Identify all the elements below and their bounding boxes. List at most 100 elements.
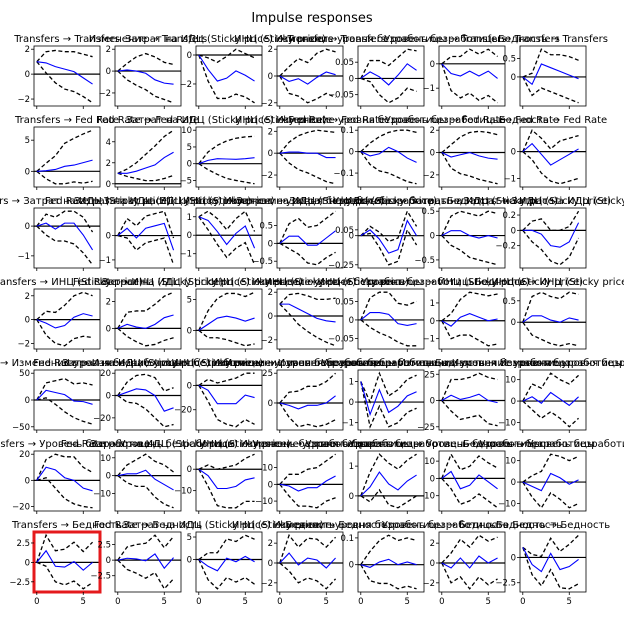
lower-band-line xyxy=(36,561,93,590)
upper-band-line xyxy=(279,292,336,305)
lower-band-line xyxy=(522,481,579,509)
y-tick-label: 0.05 xyxy=(335,297,354,307)
panel-frame xyxy=(357,126,425,188)
y-tick-label: 1 xyxy=(187,213,192,223)
panel-plot-area xyxy=(277,48,343,104)
panel-frame xyxy=(519,531,587,593)
panel-frame xyxy=(114,126,182,188)
y-tick-label: 0 xyxy=(511,397,516,407)
irf-line xyxy=(441,470,498,490)
y-tick-label: −10 xyxy=(93,490,111,500)
panel-frame xyxy=(438,288,506,350)
panel-title: ИНЦ (Sticky price) → Бедность xyxy=(232,520,388,531)
upper-band-line xyxy=(441,534,498,564)
y-tick-label: 2 xyxy=(430,126,435,136)
panel-plot-area xyxy=(34,49,100,104)
panel-title: Изменение уровня безработицы → Затрат на… xyxy=(224,196,558,207)
irf-panel-r1-c3: ИНЦ (Sticky price) → Fed Rate −2 0 2 xyxy=(235,115,385,190)
panel-frame xyxy=(519,207,587,269)
lower-band-line xyxy=(279,562,337,590)
irf-line xyxy=(279,230,336,246)
irf-line xyxy=(360,471,417,497)
panel-title: Изменение уровня безработицы → Бедность xyxy=(273,520,509,531)
panel-frame xyxy=(519,45,587,107)
panel-plot-area xyxy=(439,372,505,427)
upper-band-line xyxy=(36,210,94,233)
panel-title: Бедность → Transfers xyxy=(498,34,608,45)
upper-band-line xyxy=(441,48,498,65)
y-tick-label: −2.5 xyxy=(9,578,30,588)
y-tick-label: −1 xyxy=(503,174,516,184)
y-tick-label: −0.05 xyxy=(328,334,354,344)
irf-panel-r1-c6: Бедность → Fed Rate −1 0 xyxy=(499,115,607,190)
irf-line xyxy=(117,151,174,174)
irf-line xyxy=(522,142,579,166)
panel-plot-area xyxy=(520,291,586,347)
irf-line xyxy=(522,547,579,573)
x-tick-label: 0 xyxy=(358,597,363,607)
y-tick-label: 0 xyxy=(511,226,516,236)
y-tick-label: −2 xyxy=(260,336,273,346)
panel-plot-area xyxy=(520,534,586,590)
y-tick-label: −20 xyxy=(93,414,111,424)
y-tick-label: 2 xyxy=(268,45,273,55)
irf-line xyxy=(36,313,93,329)
y-tick-label: 0 xyxy=(187,381,192,391)
irf-line xyxy=(360,146,417,163)
lower-band-line xyxy=(198,385,255,428)
y-tick-label: 10 xyxy=(505,457,516,467)
y-tick-label: −25 xyxy=(417,423,435,433)
y-tick-label: 0 xyxy=(187,231,192,241)
y-tick-label: 0 xyxy=(511,318,516,328)
irf-panel-r1-c2: Затрат на ИДЦ (Sticky price) → Fed Rate −… xyxy=(126,115,332,190)
y-tick-label: 0 xyxy=(349,561,354,571)
irf-line xyxy=(441,393,498,404)
irf-line xyxy=(36,222,94,251)
y-tick-label: 5 xyxy=(187,143,192,153)
lower-band-line xyxy=(279,303,336,347)
panel-plot-area xyxy=(115,52,181,104)
y-tick-label: 0.1 xyxy=(340,534,354,544)
upper-band-line xyxy=(117,373,174,396)
upper-band-line xyxy=(360,534,417,566)
panel-plot-area xyxy=(277,372,343,428)
upper-band-line xyxy=(522,372,580,402)
lower-band-line xyxy=(36,476,93,509)
panel-title: Fed Rate → Изменение уровня безработицы xyxy=(33,358,263,369)
irf-panel-r5-c0: Transfers → Уровень безработицы −20 0 20 xyxy=(0,439,155,514)
panel-plot-area xyxy=(277,533,343,590)
y-tick-label: −1 xyxy=(422,84,435,94)
upper-band-line xyxy=(117,534,175,561)
panel-frame xyxy=(276,531,344,593)
y-tick-label: 0 xyxy=(106,392,111,402)
irf-panel-r0-c1: Изменение → Transfers −2 0 2 xyxy=(89,34,207,109)
y-tick-label: −10 xyxy=(174,487,192,497)
panel-frame xyxy=(114,369,182,431)
upper-band-line xyxy=(279,372,336,404)
irf-line xyxy=(279,151,336,159)
irf-panel-r6-c5: Уровень безработицы → Бедность −2 0 2 0 5 xyxy=(382,520,562,607)
panel-frame xyxy=(357,288,425,350)
panel-frame xyxy=(438,369,506,431)
upper-band-line xyxy=(198,135,255,165)
y-tick-label: 0 xyxy=(25,70,30,80)
upper-band-line xyxy=(441,210,498,236)
lower-band-line xyxy=(279,402,336,428)
panel-frame xyxy=(33,207,101,269)
irf-line xyxy=(117,553,174,570)
panel-plot-area xyxy=(196,453,262,509)
irf-panel-r1-c1: Fed Rate → Fed Rate 0 2 4 xyxy=(97,115,199,190)
lower-band-line xyxy=(522,547,579,590)
panel-frame xyxy=(438,126,506,188)
irf-panel-r2-c1: Fed Rate → Затрат на ИДЦ (Sticky price) −… xyxy=(45,196,251,271)
lower-band-line xyxy=(441,400,498,427)
panel-title: Затрат на ИДЦ (Sticky price) → Fed Rate xyxy=(126,115,332,126)
panel-title: Затрат на ИДЦ (Sticky price) → ИНЦ (Stic… xyxy=(102,277,356,288)
panel-title: Fed Rate → Уровень безработицы xyxy=(61,439,235,450)
y-tick-label: −10 xyxy=(417,492,435,502)
x-tick-label: 0 xyxy=(520,597,525,607)
panel-plot-area xyxy=(358,453,424,509)
irf-line xyxy=(36,159,93,172)
upper-band-line xyxy=(522,453,579,483)
irf-line xyxy=(198,216,256,249)
